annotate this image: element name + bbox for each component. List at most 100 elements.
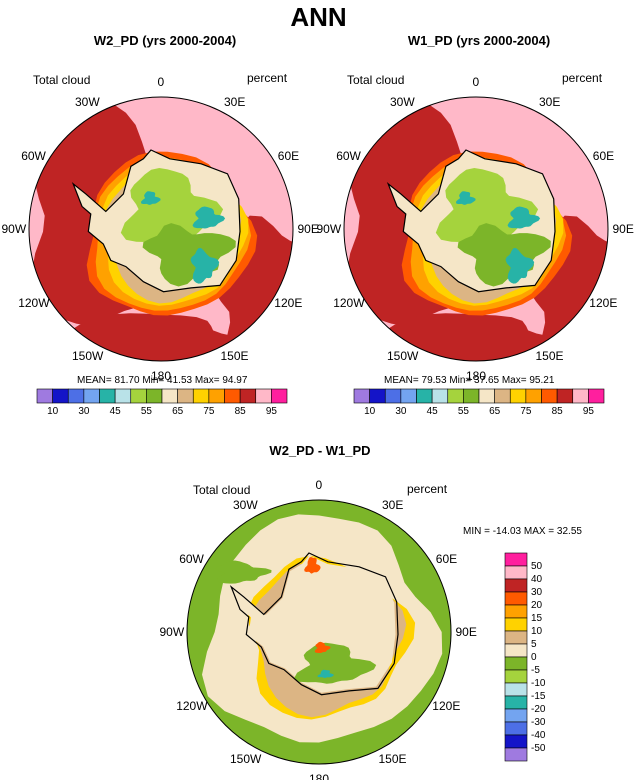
colorbar-tick-label: 10	[531, 625, 543, 637]
lon-label: 0	[472, 75, 480, 89]
diff-field	[294, 642, 377, 684]
colorbar-box	[504, 721, 528, 736]
coastline	[71, 149, 241, 293]
lon-label: 150W	[72, 349, 104, 364]
lon-label: 150E	[535, 349, 564, 364]
colorbar-tick-label: -50	[531, 742, 546, 754]
colorbar-tick-label: -40	[531, 729, 546, 741]
diff-peak	[304, 557, 321, 574]
colorbar-box	[353, 388, 370, 404]
diff-min	[317, 669, 334, 678]
colorbar-box	[504, 682, 528, 697]
colorbar-box	[161, 388, 178, 404]
colorbar-box	[504, 747, 528, 762]
colorbar-box	[431, 388, 449, 404]
lon-label: 180	[466, 369, 487, 383]
colorbar-tick-label: 85	[551, 406, 563, 417]
colorbar-tick-label: 30	[395, 406, 407, 417]
colorbar-box	[255, 388, 272, 404]
colorbar-tick-label: 15	[531, 612, 543, 624]
colorbar-tick-label: 65	[489, 406, 501, 417]
colorbar-tick-label: 95	[582, 406, 594, 417]
lon-label: 60E	[277, 148, 300, 163]
lon-label: 150E	[378, 752, 407, 767]
colorbar-box	[99, 388, 116, 404]
colorbar-box	[239, 388, 257, 404]
colorbar-box	[369, 388, 386, 404]
colorbar-tick-label: 45	[109, 406, 121, 417]
panel1-left-label: Total cloud	[33, 73, 91, 87]
lon-label: 150W	[387, 349, 419, 364]
lon-label: 120W	[333, 295, 365, 310]
colorbar-box	[463, 388, 480, 404]
colorbar-box	[416, 388, 433, 404]
lon-label: 30E	[224, 94, 246, 109]
colorbar-tick-label: -20	[531, 703, 546, 715]
colorbar-tick-label: 75	[203, 406, 215, 417]
coastline	[386, 149, 556, 293]
colorbar-box	[504, 669, 528, 684]
colorbar-tick-label: -30	[531, 716, 546, 728]
lon-label: 180	[309, 772, 330, 780]
panel1-right-label: percent	[247, 71, 288, 85]
colorbar-box	[504, 695, 528, 710]
colorbar-box	[541, 388, 558, 404]
colorbar-tick-label: 0	[531, 651, 537, 663]
lon-label: 120W	[18, 295, 50, 310]
figure-title: ANN	[290, 2, 347, 32]
panel2-stats: MEAN= 79.53 Min= 37.65 Max= 95.21	[384, 375, 555, 386]
panel2-title: W1_PD (yrs 2000-2004)	[407, 33, 551, 48]
lon-label: 120W	[176, 698, 208, 713]
lon-label: 0	[315, 478, 323, 492]
panel1-stats: MEAN= 81.70 Min= 41.53 Max= 94.97	[77, 375, 248, 386]
panel1-map	[29, 97, 293, 361]
lon-label: 30E	[382, 497, 404, 512]
colorbar-box	[494, 388, 511, 404]
panel3-title: W2_PD - W1_PD	[269, 443, 371, 458]
colorbar-box	[504, 643, 528, 658]
colorbar-tick-label: 95	[265, 406, 277, 417]
panel2-right-label: percent	[562, 71, 603, 85]
panel2-left-label: Total cloud	[347, 73, 405, 87]
colorbar-box	[504, 734, 528, 749]
colorbar-box	[504, 578, 528, 593]
low-cloud-spot	[192, 206, 226, 229]
map-border	[186, 499, 452, 765]
lon-label: 30E	[539, 94, 561, 109]
colorbar-box	[556, 388, 574, 404]
low-cloud-spot	[456, 191, 476, 205]
colorbar-box	[130, 388, 147, 404]
colorbar-box	[504, 630, 528, 645]
colorbar-box	[504, 656, 528, 671]
lon-label: 30W	[390, 94, 415, 109]
panel3-map	[187, 500, 451, 764]
colorbar-box	[525, 388, 542, 404]
diff-field	[215, 560, 272, 584]
colorbar-box	[478, 388, 495, 404]
lon-label: 0	[157, 75, 165, 89]
lon-label: 30W	[75, 94, 100, 109]
colorbar-tick-label: -5	[531, 664, 540, 676]
colorbar-box	[208, 388, 225, 404]
lon-label: 120E	[274, 295, 303, 310]
colorbar-box	[224, 388, 241, 404]
lon-label: 120E	[432, 698, 461, 713]
lon-label: 90W	[316, 222, 342, 236]
continent-field	[234, 555, 396, 693]
low-cloud-spot	[141, 191, 161, 205]
panel3-stats: MIN = -14.03 MAX = 32.55	[463, 526, 582, 537]
colorbar-box	[504, 617, 528, 632]
colorbar-box	[504, 565, 528, 580]
colorbar-tick-label: 50	[531, 560, 543, 572]
lon-label: 60E	[592, 148, 615, 163]
colorbar-box	[572, 388, 589, 404]
panel2-map	[344, 97, 608, 361]
lon-label: 90W	[159, 625, 185, 639]
colorbar-box	[67, 388, 85, 404]
colorbar-box	[504, 552, 528, 567]
lon-label: 90E	[455, 625, 477, 639]
colorbar-tick-label: 40	[531, 573, 543, 585]
colorbar-box	[192, 388, 210, 404]
